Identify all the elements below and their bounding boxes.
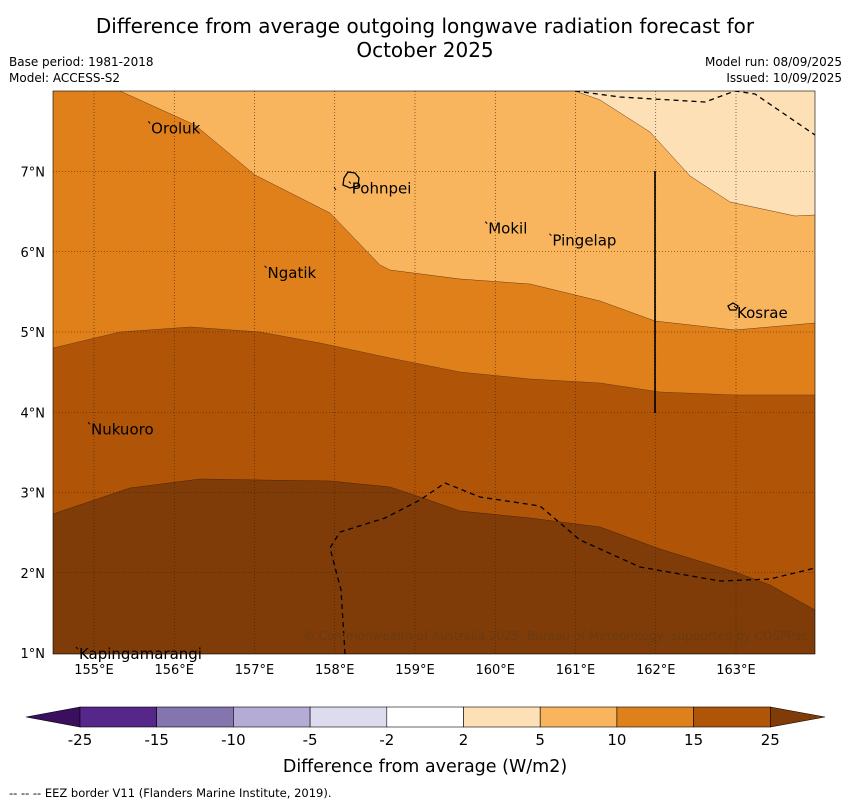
place-label: Pohnpei — [352, 180, 412, 198]
colorbar — [25, 706, 826, 728]
base-period: Base period: 1981-2018 — [9, 55, 154, 69]
latitude-tick: 2°N — [21, 567, 46, 582]
eez-border-north — [574, 91, 815, 136]
colorbar-tick: 10 — [607, 731, 626, 749]
map-title: Difference from average outgoing longwav… — [0, 14, 850, 62]
colorbar-segment — [539, 706, 618, 728]
kosrae-island — [727, 302, 739, 311]
longitude-tick: 157°E — [235, 663, 275, 678]
place-label: Pingelap — [552, 232, 616, 250]
info-right: Model run: 08/09/2025 Issued: 10/09/2025 — [705, 54, 842, 86]
longitude-tick: 160°E — [475, 663, 515, 678]
latitude-tick: 6°N — [21, 246, 46, 261]
graticule — [53, 91, 815, 654]
longitude-tick: 161°E — [556, 663, 596, 678]
colorbar-tick: 15 — [684, 731, 703, 749]
colorbar-tick: 5 — [535, 731, 545, 749]
colorbar-title: Difference from average (W/m2) — [283, 757, 567, 777]
pohnpei-island — [342, 171, 360, 189]
latitude-tick: 5°N — [21, 326, 46, 341]
colorbar-tick: -25 — [68, 731, 93, 749]
colorbar-tick: 2 — [459, 731, 469, 749]
info-left: Base period: 1981-2018 Model: ACCESS-S2 — [9, 54, 154, 86]
longitude-tick: 163°E — [716, 663, 756, 678]
eez-borders — [329, 91, 815, 654]
colorbar-segment — [386, 706, 464, 728]
colorbar-segment — [616, 706, 694, 728]
longitude-tick: 159°E — [395, 663, 435, 678]
longitude-tick-labels: 155°E 156°E 157°E 158°E 159°E 160°E 161°E 162°E… — [74, 663, 756, 678]
title-line-1: Difference from average outgoing longwav… — [95, 14, 755, 38]
latitude-tick: 7°N — [21, 166, 46, 181]
colorbar-tick: -10 — [221, 731, 246, 749]
issued-date: Issued: 10/09/2025 — [726, 71, 842, 85]
colorbar-tick: -15 — [144, 731, 169, 749]
colorbar-extend-low — [25, 706, 81, 728]
colorbar-tick: -5 — [303, 731, 318, 749]
place-label: Oroluk — [151, 119, 200, 137]
place-marker — [733, 305, 737, 309]
map-frame — [52, 90, 816, 655]
longitude-tick: 155°E — [74, 663, 114, 678]
latitude-tick: 3°N — [21, 487, 46, 502]
colorbar-segment — [79, 706, 157, 728]
eez-border-south — [329, 482, 815, 654]
place-marker — [87, 421, 91, 425]
place-marker — [147, 120, 151, 124]
place-marker — [75, 646, 79, 650]
place-label: Mokil — [488, 220, 527, 238]
latitude-tick: 1°N — [21, 647, 46, 662]
contour-fills — [53, 91, 815, 654]
model-run: Model run: 08/09/2025 — [704, 55, 842, 69]
colorbar-segment — [309, 706, 388, 728]
title-line-2: October 2025 — [356, 38, 494, 62]
islands — [333, 171, 739, 311]
band-35-plus — [53, 479, 815, 654]
colorbar-segment — [156, 706, 234, 728]
latitude-tick: 4°N — [21, 406, 46, 421]
longitude-tick: 158°E — [315, 663, 355, 678]
place-marker — [348, 181, 352, 184]
latitude-tick-labels: 1°N 2°N 3°N 4°N 5°N 6°N 7°N — [21, 166, 46, 663]
place-marker — [264, 265, 267, 269]
colorbar-segment — [463, 706, 541, 728]
eez-legend-note: -- -- -- EEZ border V11 (Flanders Marine… — [9, 786, 332, 800]
colorbar-extend-high — [770, 706, 826, 728]
band-10-15 — [120, 91, 815, 330]
colorbar-tick: 25 — [761, 731, 780, 749]
island-speck — [333, 186, 337, 191]
colorbar-segment — [693, 706, 771, 728]
place-label: Nukuoro — [91, 420, 154, 438]
longitude-tick: 162°E — [636, 663, 676, 678]
place-marker — [484, 221, 488, 225]
model-name: Model: ACCESS-S2 — [9, 71, 121, 85]
place-marker — [549, 233, 552, 237]
colorbar-tick: -2 — [379, 731, 394, 749]
colorbar-segment — [233, 706, 311, 728]
colorbar-tick-labels: -25 -15 -10 -5 -2 2 5 10 15 25 — [68, 731, 780, 749]
longitude-tick: 156°E — [154, 663, 194, 678]
place-label: Ngatik — [268, 264, 317, 282]
place-label: Kosrae — [737, 304, 788, 322]
copyright-notice: © Commonwealth of Australia 2025, Bureau… — [303, 629, 808, 643]
